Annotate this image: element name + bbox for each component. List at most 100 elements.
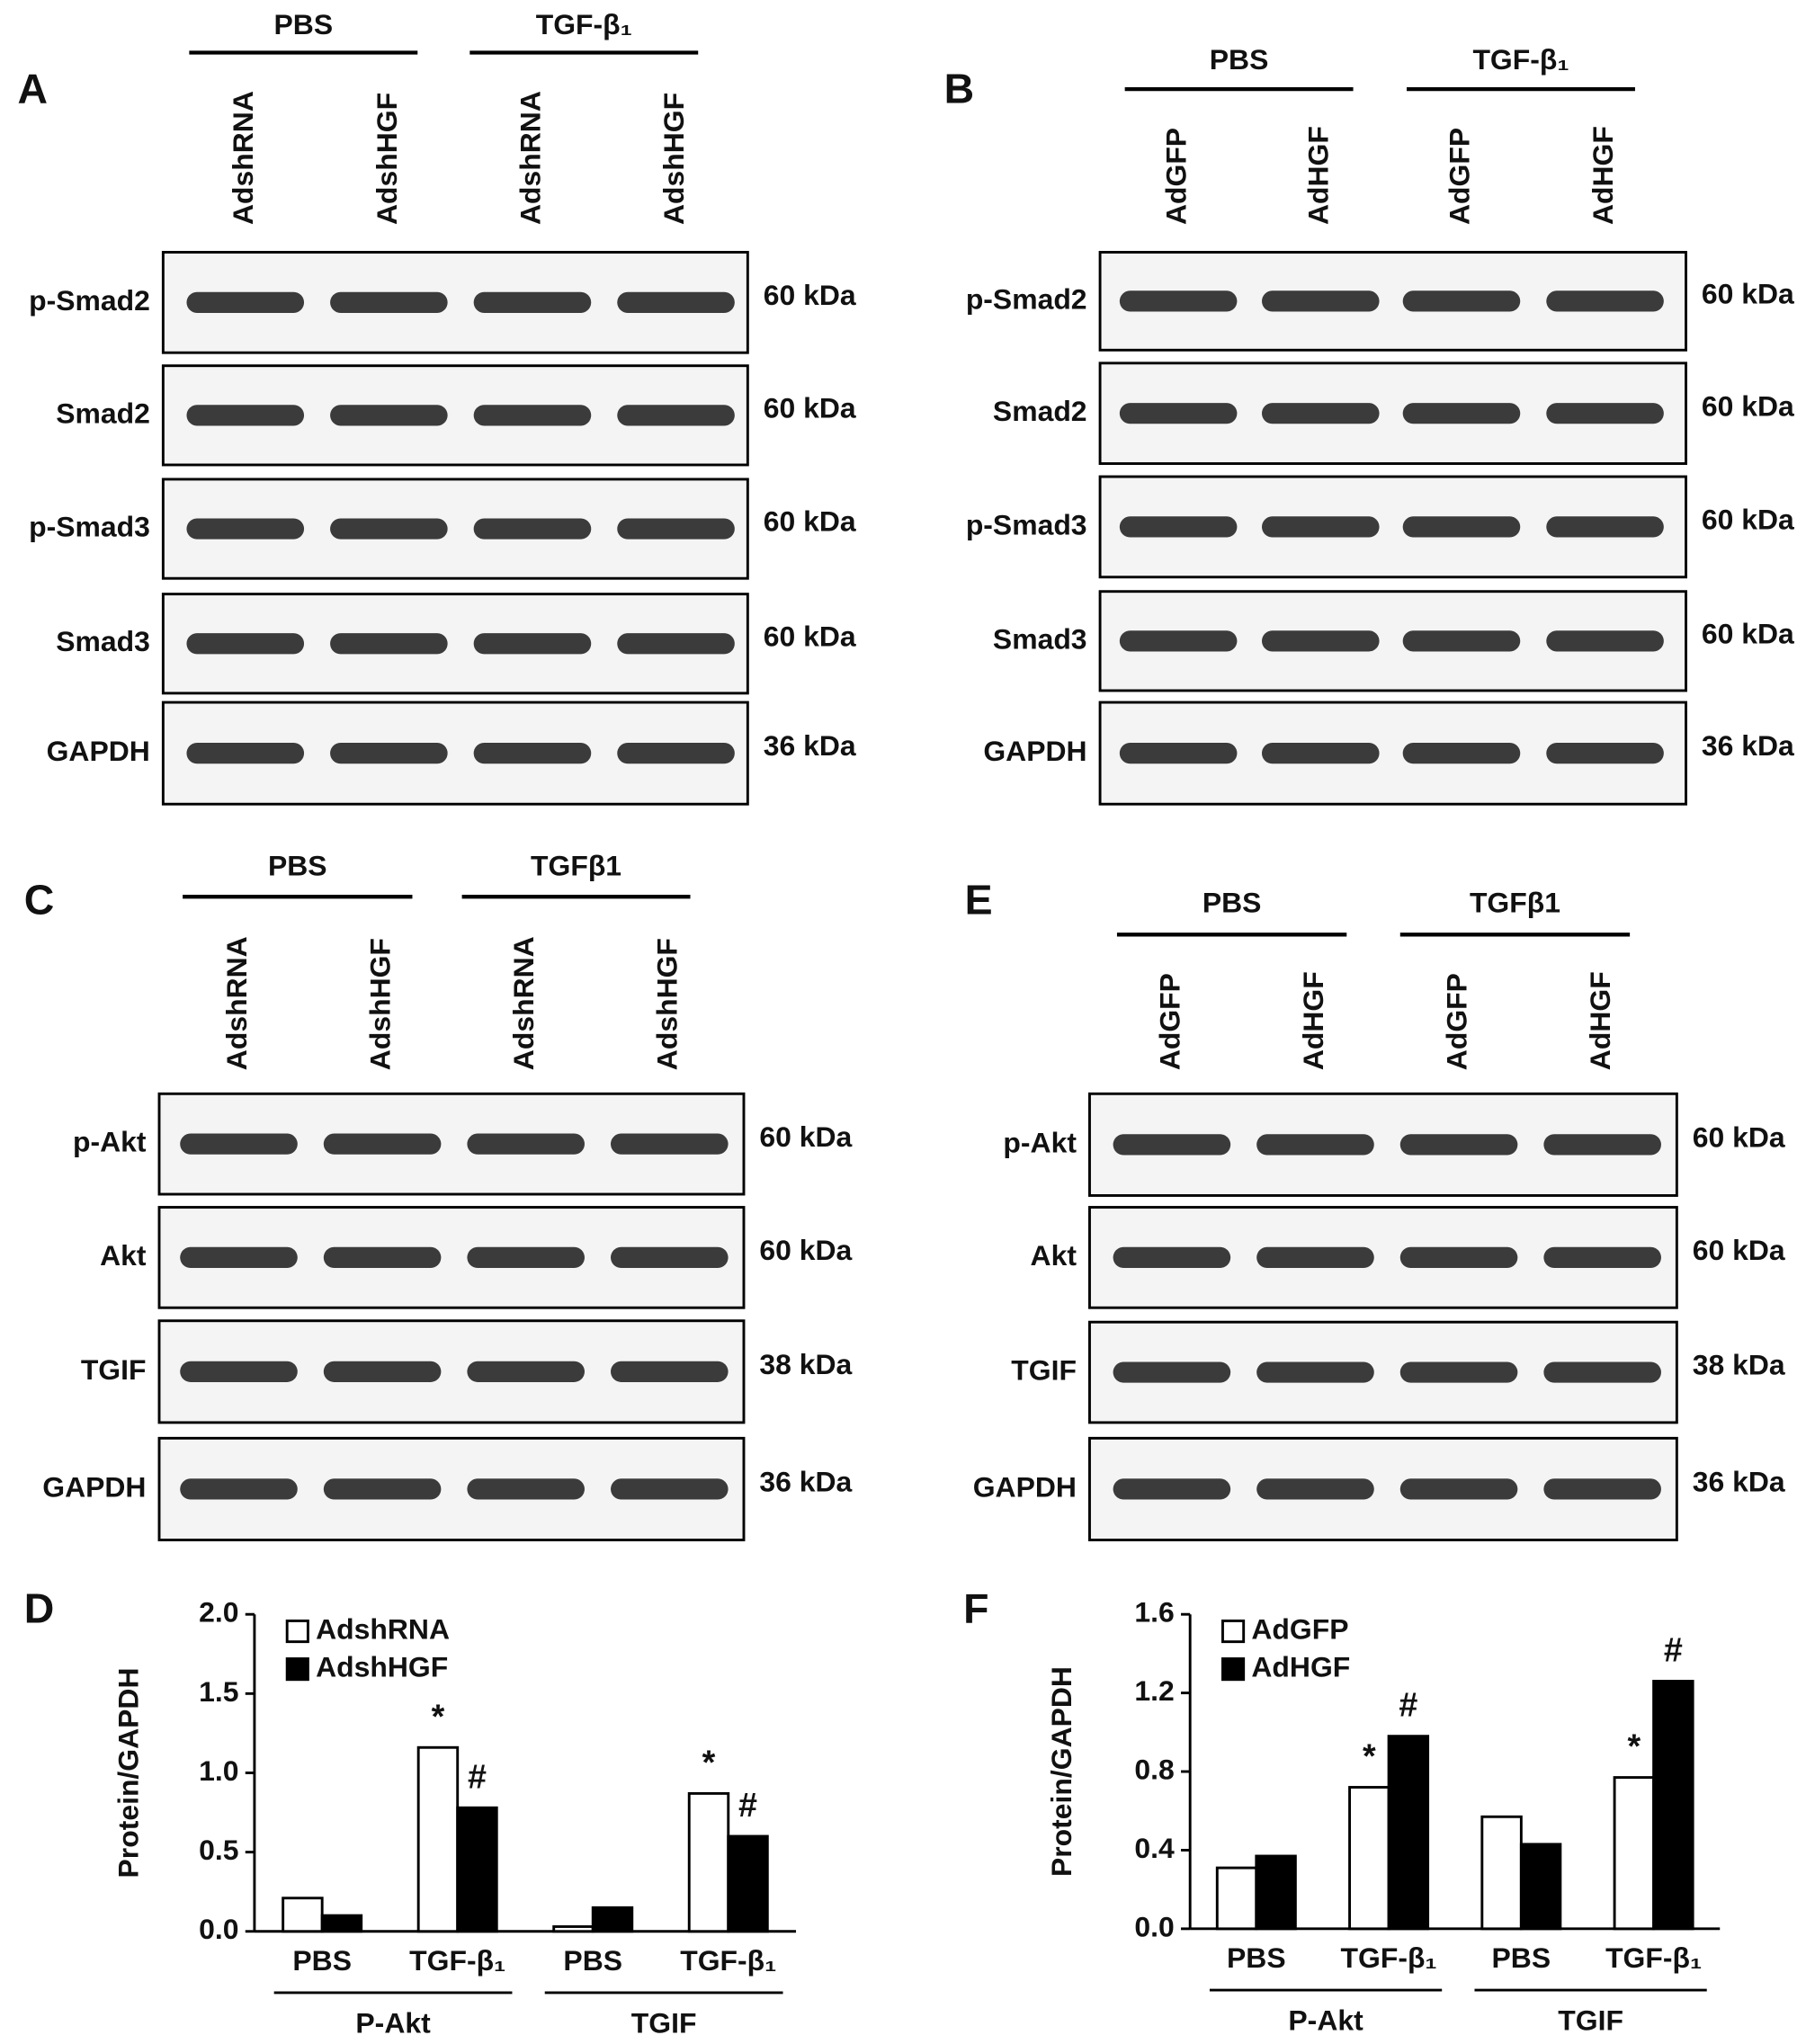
band [1546, 630, 1664, 652]
y-tick-label: 1.5 [199, 1675, 238, 1708]
x-tick-label: TGF-β₁ [409, 1944, 505, 1977]
size-label: 36 kDa [1693, 1466, 1785, 1498]
bar [1255, 1854, 1297, 1931]
x-tick-label: PBS [563, 1944, 622, 1977]
x-tick-label: TGF-β₁ [680, 1944, 776, 1977]
band [1261, 630, 1380, 652]
band [186, 291, 305, 313]
band [467, 1133, 585, 1155]
panel-label: D [24, 1585, 55, 1632]
band [1113, 1246, 1231, 1268]
band [180, 1361, 298, 1382]
size-label: 60 kDa [1702, 617, 1794, 649]
row-label: p-Akt [73, 1126, 147, 1158]
bar [416, 1745, 460, 1933]
band [323, 1478, 442, 1500]
size-label: 60 kDa [764, 391, 856, 424]
size-label: 38 kDa [1693, 1349, 1785, 1381]
y-tick-label: 0.4 [1134, 1832, 1175, 1864]
band [473, 518, 592, 540]
bar [1387, 1735, 1430, 1931]
band [180, 1133, 298, 1155]
panel-label: E [965, 877, 993, 924]
row-label: p-Smad3 [29, 510, 150, 542]
size-label: 60 kDa [759, 1120, 852, 1153]
band [180, 1478, 298, 1500]
band [1402, 290, 1521, 312]
bar [1348, 1786, 1390, 1931]
band [467, 1361, 585, 1382]
y-tick-label: 0.8 [1134, 1753, 1174, 1785]
annotation: * [1363, 1737, 1376, 1775]
lane-label: AdshRNA [227, 91, 259, 225]
lane-label: AdshHGF [657, 93, 690, 225]
band [323, 1246, 442, 1268]
band [611, 1133, 729, 1155]
band [186, 405, 305, 426]
band [1119, 516, 1238, 538]
band [1402, 403, 1521, 424]
band [617, 405, 735, 426]
row-label: Smad3 [993, 622, 1087, 655]
x-tick-label: PBS [1227, 1941, 1286, 1974]
lane-label: AdshHGF [364, 938, 397, 1070]
row-label: Smad2 [993, 395, 1087, 427]
band [1261, 290, 1380, 312]
group-label: TGIF [631, 2007, 697, 2040]
band [1546, 403, 1664, 424]
row-label: p-Smad2 [29, 284, 150, 317]
y-tick-label: 0.5 [199, 1834, 238, 1866]
legend-swatch [285, 1657, 309, 1682]
group-label: TGIF [1558, 2004, 1623, 2037]
band [1402, 516, 1521, 538]
bar [456, 1806, 498, 1933]
panel-label: C [24, 877, 55, 924]
band [1113, 1361, 1231, 1383]
band [1399, 1361, 1518, 1383]
legend-swatch [1221, 1657, 1246, 1682]
bar [1215, 1866, 1258, 1931]
size-label: 60 kDa [1693, 1234, 1785, 1266]
band [1402, 630, 1521, 652]
lane-label: AdGFP [1440, 973, 1472, 1070]
bar [320, 1914, 363, 1933]
band [1256, 1246, 1374, 1268]
row-label: GAPDH [983, 735, 1086, 767]
row-label: p-Smad2 [966, 282, 1087, 315]
size-label: 36 kDa [1702, 729, 1794, 762]
row-label: Akt [100, 1239, 147, 1272]
row-label: TGIF [1011, 1353, 1077, 1386]
band [473, 743, 592, 764]
band [617, 633, 735, 655]
band [611, 1246, 729, 1268]
x-tick-label: TGF-β₁ [1341, 1941, 1437, 1974]
size-label: 60 kDa [764, 279, 856, 311]
band [330, 518, 448, 540]
size-label: 36 kDa [759, 1466, 852, 1498]
row-label: GAPDH [973, 1470, 1077, 1503]
band [1256, 1478, 1374, 1500]
lane-label: AdHGF [1297, 971, 1329, 1070]
band [473, 633, 592, 655]
band [1402, 743, 1521, 764]
x-tick-label: PBS [1492, 1941, 1551, 1974]
lane-label: AdGFP [1443, 128, 1475, 225]
annotation: # [738, 1786, 757, 1824]
y-tick-label: 1.2 [1134, 1674, 1174, 1707]
lane-label: AdGFP [1160, 128, 1193, 225]
band [1113, 1134, 1231, 1156]
size-label: 60 kDa [1702, 278, 1794, 310]
bar [727, 1834, 769, 1933]
band [1113, 1478, 1231, 1500]
band [330, 743, 448, 764]
bar [591, 1906, 634, 1933]
bar [1480, 1815, 1523, 1931]
band [1261, 403, 1380, 424]
annotation: # [468, 1757, 487, 1795]
bar [1652, 1680, 1694, 1931]
y-tick-label: 1.6 [1134, 1596, 1174, 1629]
row-label: GAPDH [47, 735, 150, 767]
band [1543, 1134, 1661, 1156]
size-label: 60 kDa [1702, 504, 1794, 536]
band [1256, 1134, 1374, 1156]
